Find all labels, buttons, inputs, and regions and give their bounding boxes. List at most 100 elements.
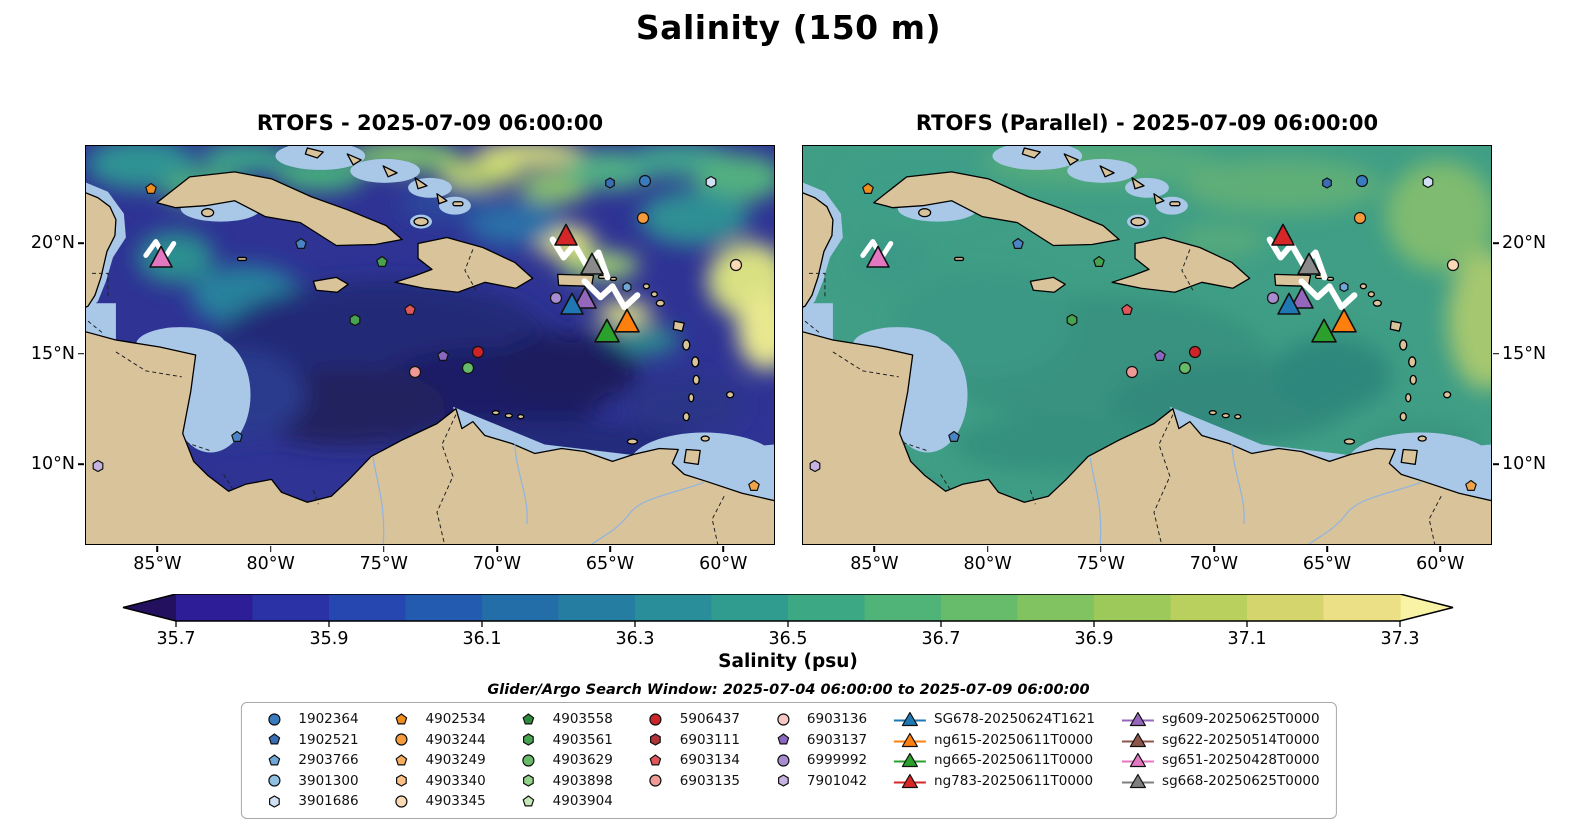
map-marker-4902534: [144, 182, 157, 195]
lon-tick-label: 70°W: [1189, 554, 1239, 574]
map-marker-6903137: [437, 350, 450, 363]
map-marker-blue-hexagon-float: [1321, 177, 1333, 189]
lon-tick-mark: [382, 546, 385, 552]
legend-label: 3901300: [298, 772, 359, 789]
legend-label: ng665-20250611T0000: [934, 752, 1094, 769]
map-marker-sg609: [1289, 286, 1314, 311]
map-marker-sg651: [866, 245, 890, 270]
legend-label: 4903629: [552, 752, 613, 769]
legend-item-4903244: 4903244: [385, 730, 486, 751]
legend-box: 1902364 1902521 2903766 3901300 3901686 49025…: [240, 702, 1337, 819]
map-canvas-rtofs-parallel: [803, 146, 1491, 544]
lon-tick-label: 75°W: [1076, 554, 1125, 574]
circle-marker-icon: [639, 713, 673, 726]
map-marker-lightblue-hexagon-float: [1339, 282, 1350, 293]
lon-tick-mark: [156, 546, 159, 552]
legend-label: 6903135: [679, 772, 740, 789]
legend-column-2: 4902534 4903244 4903249 4903340 4903345: [385, 709, 486, 812]
map-marker-SG678: [1277, 292, 1302, 317]
figure-title: Salinity (150 m): [635, 8, 942, 47]
marker-layer-rtofs: [86, 146, 774, 544]
map-rtofs: [85, 145, 775, 545]
legend-item-4903898: 4903898: [512, 771, 613, 792]
legend-item-6903134: 6903134: [639, 750, 740, 771]
map-marker-5906437: [472, 346, 485, 359]
map-marker-orange-pentagon-float: [748, 480, 761, 493]
lon-tick-label: 80°W: [246, 554, 295, 574]
map-marker-4903345: [730, 259, 743, 272]
map-marker-1902364: [1355, 174, 1368, 188]
legend-item-1902521: 1902521: [257, 730, 359, 751]
legend-item-ng665-20250611T0000: ng665-20250611T0000: [893, 750, 1095, 771]
glider-triangle-icon: [893, 710, 927, 728]
legend-item-4903904: 4903904: [512, 791, 613, 812]
hexagon-marker-icon: [639, 733, 673, 746]
colorbar-tick-label: 37.3: [1380, 629, 1420, 649]
map-marker-2903766: [948, 430, 961, 443]
map-marker-SG678: [560, 292, 585, 317]
legend-item-4903629: 4903629: [512, 750, 613, 771]
map-marker-lightblue-hexagon-float: [622, 282, 633, 293]
map-marker-4903345: [1447, 259, 1460, 272]
colorbar-tick-label: 36.9: [1074, 629, 1114, 649]
map-marker-4902534: [861, 182, 874, 195]
pentagon-marker-icon: [512, 795, 546, 808]
map-marker-ng665: [594, 318, 620, 345]
legend-label: SG678-20250624T1621: [934, 711, 1096, 728]
circle-marker-icon: [385, 795, 419, 808]
colorbar: 35.7 35.9 36.1 36.3 36.5 36.7 36.9 37.1 37.3: [120, 594, 1456, 650]
legend-label: 4903904: [552, 793, 613, 810]
map-marker-4903629: [1178, 361, 1191, 375]
legend-item-4903249: 4903249: [385, 750, 486, 771]
map-marker-4903561: [1066, 314, 1079, 327]
pentagon-marker-icon: [257, 754, 291, 767]
salinity-field-layer: [803, 146, 1491, 544]
legend-item-sg668-20250625T0000: sg668-20250625T0000: [1121, 771, 1320, 792]
colorbar-tick-label: 35.9: [309, 629, 349, 649]
legend-label: 4903244: [425, 731, 486, 748]
map-marker-4903244: [636, 212, 649, 225]
legend-item-4903558: 4903558: [512, 709, 613, 730]
legend-label: 6903111: [679, 731, 740, 748]
glider-triangle-icon: [1121, 731, 1155, 749]
colorbar-tick-label: 36.3: [615, 629, 655, 649]
panel-title-rtofs-parallel: RTOFS (Parallel) - 2025-07-09 06:00:00: [915, 111, 1379, 135]
legend-column-6: SG678-20250624T1621 ng615-20250611T0000 ng…: [893, 709, 1095, 812]
map-marker-sg609: [572, 286, 597, 311]
map-marker-ng615: [613, 308, 640, 335]
legend-item-4902534: 4902534: [385, 709, 486, 730]
legend-item-sg622-20250514T0000: sg622-20250514T0000: [1121, 730, 1320, 751]
colorbar-tick-label: 37.1: [1227, 629, 1267, 649]
glider-triangle-icon: [893, 751, 927, 769]
map-marker-1902521: [1011, 237, 1024, 250]
legend-label: sg668-20250625T0000: [1162, 772, 1320, 789]
map-marker-sg668: [580, 252, 605, 277]
map-marker-ng665: [1311, 318, 1337, 345]
lat-tick-label: 15°N: [1502, 343, 1547, 364]
legend-item-6903137: 6903137: [766, 730, 867, 751]
lat-tick-mark: [78, 463, 84, 465]
map-marker-3901686: [705, 175, 718, 188]
map-marker-4903244: [1353, 212, 1366, 225]
lon-tick-mark: [1099, 546, 1102, 552]
lon-tick-mark: [1213, 546, 1215, 552]
colorbar-tick-labels: 35.7 35.9 36.1 36.3 36.5 36.7 36.9 37.1 37.3: [120, 628, 1456, 650]
circle-marker-icon: [257, 713, 291, 726]
map-marker-orange-pentagon-float: [1465, 480, 1478, 493]
circle-marker-icon: [512, 754, 546, 767]
lon-tick-mark: [609, 546, 611, 552]
legend-column-4: 5906437 6903111 6903134 6903135: [639, 709, 740, 812]
hexagon-marker-icon: [512, 774, 546, 787]
pentagon-marker-icon: [512, 713, 546, 726]
lat-tick-label: 10°N: [1502, 454, 1547, 475]
lon-tick-mark: [1326, 546, 1328, 552]
map-marker-7901042: [808, 460, 821, 473]
legend-label: 4903249: [425, 752, 486, 769]
map-marker-4903558: [1092, 256, 1105, 269]
colorbar-gradient: [122, 594, 1454, 627]
legend-item-sg609-20250625T0000: sg609-20250625T0000: [1121, 709, 1320, 730]
legend-label: 4903558: [552, 711, 613, 728]
map-marker-6903134: [1121, 303, 1134, 316]
legend-item-4903561: 4903561: [512, 730, 613, 751]
